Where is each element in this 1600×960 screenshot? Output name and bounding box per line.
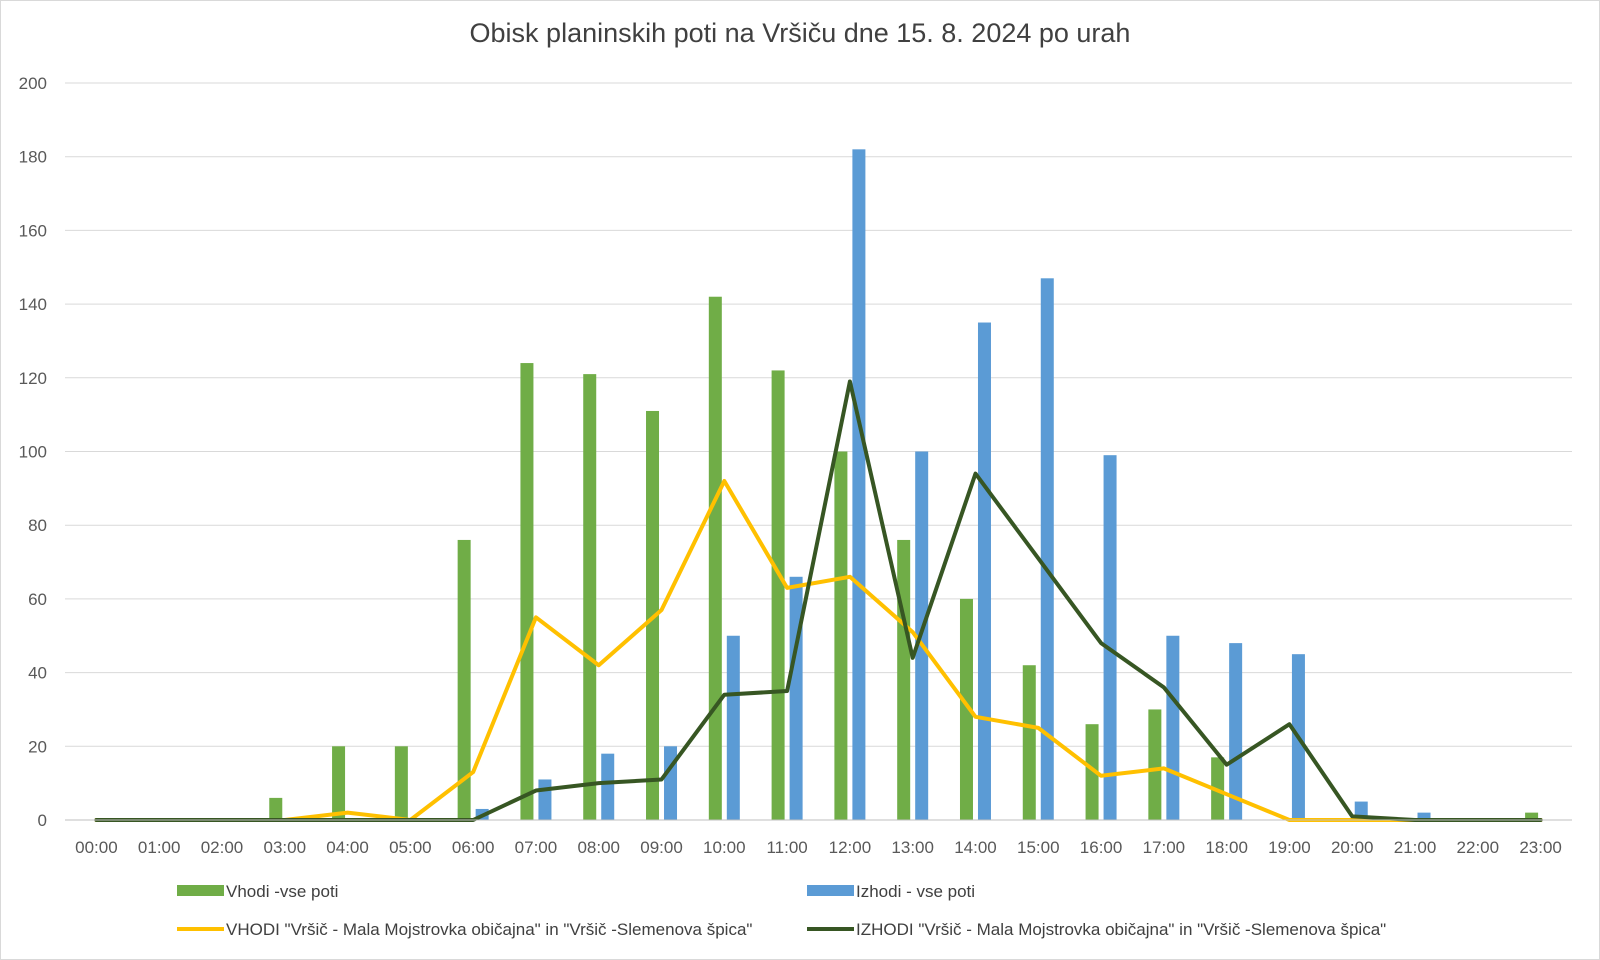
chart-title: Obisk planinskih poti na Vršiču dne 15. … [469,18,1131,48]
x-tick-label: 07:00 [515,838,558,857]
y-tick-label: 200 [19,74,47,93]
bars [269,149,1539,821]
x-tick-label: 03:00 [263,838,306,857]
y-tick-label: 0 [38,811,47,830]
x-axis-ticks: 00:00 01:00 02:00 03:00 04:00 05:00 06:00 07:00… [65,819,1572,857]
bar [771,370,785,820]
bar [457,539,471,820]
bar [394,746,408,820]
bar [726,635,740,820]
y-tick-label: 80 [28,516,47,535]
x-tick-label: 11:00 [766,838,807,857]
bar [1040,278,1054,820]
bar [520,363,534,820]
y-tick-label: 40 [28,664,47,683]
legend-swatch [807,885,854,896]
y-tick-label: 180 [19,148,47,167]
bar [664,746,678,820]
x-tick-label: 08:00 [577,838,620,857]
x-tick-label: 12:00 [829,838,872,857]
bar [538,779,552,820]
legend: Vhodi -vse poti Izhodi - vse poti VHODI "V… [177,882,1386,939]
bar [1085,724,1099,820]
legend-label: IZHODI "Vršič - Mala Mojstrovka običajna… [856,920,1386,939]
bar [977,322,991,820]
bar [332,746,346,820]
x-tick-label: 14:00 [954,838,997,857]
x-tick-label: 00:00 [75,838,118,857]
legend-label: Izhodi - vse poti [856,882,975,901]
bar [601,753,615,820]
legend-label: Vhodi -vse poti [226,882,338,901]
bar [897,539,911,820]
bar [1166,635,1180,820]
bar [1417,812,1431,820]
x-tick-label: 01:00 [138,838,181,857]
y-tick-label: 20 [28,737,47,756]
x-tick-label: 18:00 [1205,838,1248,857]
x-tick-label: 20:00 [1331,838,1374,857]
bar [583,374,597,820]
y-axis-ticks: 0 20 40 60 80 100 120 140 160 180 200 [19,74,47,830]
gridlines [65,82,1572,821]
x-tick-label: 05:00 [389,838,432,857]
bar [1022,665,1036,820]
y-tick-label: 100 [19,443,47,462]
bar [834,451,848,820]
y-tick-label: 140 [19,295,47,314]
y-tick-label: 160 [19,221,47,240]
lines [94,379,1543,822]
bar [789,576,803,820]
bar [852,149,866,820]
y-tick-label: 60 [28,590,47,609]
bar [1103,455,1117,820]
x-tick-label: 10:00 [703,838,746,857]
y-tick-label: 120 [19,369,47,388]
bar [1525,812,1539,820]
bar [1229,643,1243,820]
x-tick-label: 15:00 [1017,838,1060,857]
x-tick-label: 09:00 [640,838,683,857]
x-tick-label: 13:00 [891,838,934,857]
x-tick-label: 04:00 [326,838,369,857]
bar [959,598,973,820]
bar [1148,709,1162,820]
x-tick-label: 06:00 [452,838,495,857]
series-line [94,379,1543,822]
bar [269,797,283,820]
x-tick-label: 22:00 [1457,838,1500,857]
x-tick-label: 21:00 [1394,838,1437,857]
x-tick-label: 17:00 [1143,838,1186,857]
legend-label: VHODI "Vršič - Mala Mojstrovka običajna"… [226,920,752,939]
x-tick-label: 19:00 [1268,838,1311,857]
x-tick-label: 16:00 [1080,838,1123,857]
bar [708,296,722,821]
legend-swatch [177,885,224,896]
x-tick-label: 02:00 [201,838,244,857]
x-tick-label: 23:00 [1519,838,1562,857]
